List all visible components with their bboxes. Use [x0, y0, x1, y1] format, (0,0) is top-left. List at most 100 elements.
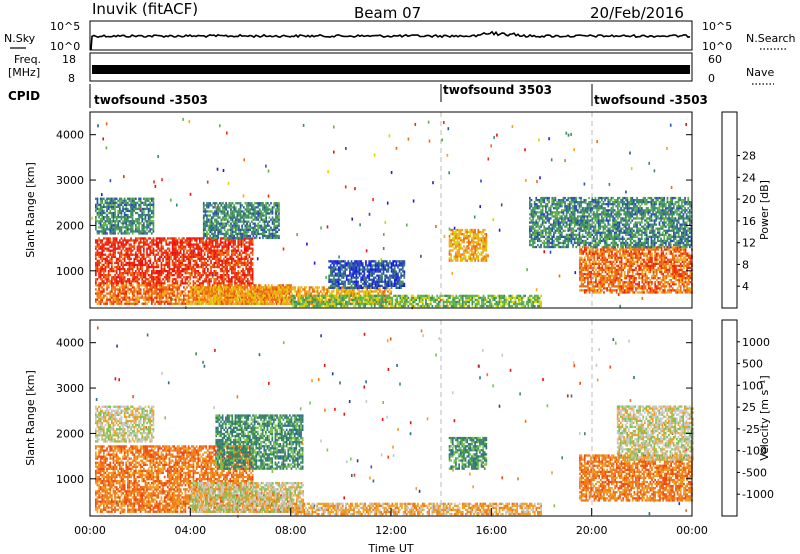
data-cell	[469, 294, 472, 297]
data-cell	[259, 298, 261, 301]
data-cell	[117, 292, 120, 295]
data-cell	[215, 294, 218, 297]
data-cell	[191, 296, 194, 299]
data-cell	[175, 255, 177, 258]
data-cell	[160, 298, 163, 301]
data-cell	[237, 241, 240, 244]
data-cell	[186, 282, 188, 285]
data-cell	[587, 277, 589, 280]
data-cell	[160, 263, 163, 267]
data-cell	[282, 296, 284, 299]
data-cell	[620, 266, 623, 270]
data-cell	[332, 300, 335, 303]
data-cell	[262, 300, 264, 303]
data-cell	[448, 253, 451, 256]
data-cell	[104, 259, 107, 262]
data-cell	[378, 298, 381, 302]
data-cell	[211, 294, 214, 297]
data-cell	[171, 267, 174, 271]
data-cell	[128, 278, 131, 281]
data-cell	[588, 260, 591, 263]
data-cell	[271, 286, 274, 289]
scatter-cell	[446, 302, 448, 306]
data-cell	[485, 235, 488, 238]
data-cell	[606, 268, 608, 272]
data-cell	[365, 300, 368, 304]
data-cell	[450, 233, 452, 236]
data-cell	[243, 298, 245, 301]
data-cell	[508, 302, 510, 306]
data-cell	[234, 274, 236, 277]
data-cell	[590, 287, 592, 290]
data-cell	[183, 298, 185, 301]
data-cell	[226, 257, 228, 260]
data-cell	[386, 294, 389, 297]
data-cell	[119, 270, 121, 273]
data-cell	[591, 266, 594, 270]
data-cell	[192, 284, 195, 287]
data-cell	[131, 296, 134, 299]
data-cell	[122, 253, 124, 256]
data-cell	[472, 257, 475, 260]
data-cell	[277, 286, 280, 289]
data-cell	[151, 265, 153, 269]
data-cell	[168, 243, 171, 246]
data-cell	[130, 239, 132, 242]
data-cell	[388, 302, 390, 306]
data-cell	[278, 286, 280, 289]
data-cell	[418, 294, 421, 297]
data-cell	[350, 292, 352, 295]
data-cell	[199, 241, 201, 244]
data-cell	[265, 300, 268, 303]
data-cell	[213, 261, 216, 265]
data-cell	[452, 296, 454, 299]
data-cell	[224, 251, 227, 254]
data-cell	[171, 243, 174, 246]
data-cell	[385, 288, 388, 291]
data-cell	[263, 294, 266, 297]
data-cell	[298, 304, 301, 308]
data-cell	[369, 294, 371, 297]
data-cell	[229, 280, 232, 283]
data-cell	[475, 257, 478, 260]
data-cell	[224, 237, 227, 240]
scatter-cell	[536, 203, 539, 207]
data-cell	[136, 282, 139, 285]
data-cell	[203, 267, 206, 271]
data-cell	[144, 280, 147, 283]
data-cell	[622, 252, 624, 255]
data-cell	[313, 300, 315, 304]
data-cell	[316, 296, 318, 299]
data-cell	[480, 241, 483, 244]
data-cell	[144, 300, 147, 303]
data-cell	[101, 239, 104, 242]
data-cell	[385, 300, 387, 304]
data-cell	[378, 300, 381, 304]
scatter-cell	[227, 181, 230, 185]
data-cell	[219, 288, 221, 291]
data-cell	[115, 241, 118, 244]
data-cell	[339, 288, 341, 291]
data-cell	[178, 253, 180, 256]
data-cell	[579, 285, 581, 288]
data-cell	[236, 302, 239, 305]
data-cell	[101, 249, 104, 252]
data-cell	[243, 302, 245, 305]
data-cell	[181, 267, 184, 271]
data-cell	[615, 260, 618, 263]
data-cell	[319, 302, 322, 306]
data-cell	[192, 298, 195, 301]
data-cell	[579, 279, 581, 282]
data-cell	[595, 291, 597, 294]
scatter-cell	[500, 203, 503, 207]
data-cell	[325, 294, 328, 297]
data-cell	[146, 249, 148, 252]
data-cell	[450, 259, 452, 262]
data-cell	[229, 241, 232, 244]
data-cell	[447, 294, 450, 297]
data-cell	[603, 277, 605, 280]
data-cell	[190, 288, 192, 291]
data-cell	[299, 290, 301, 293]
data-cell	[223, 276, 225, 279]
data-cell	[622, 268, 624, 272]
